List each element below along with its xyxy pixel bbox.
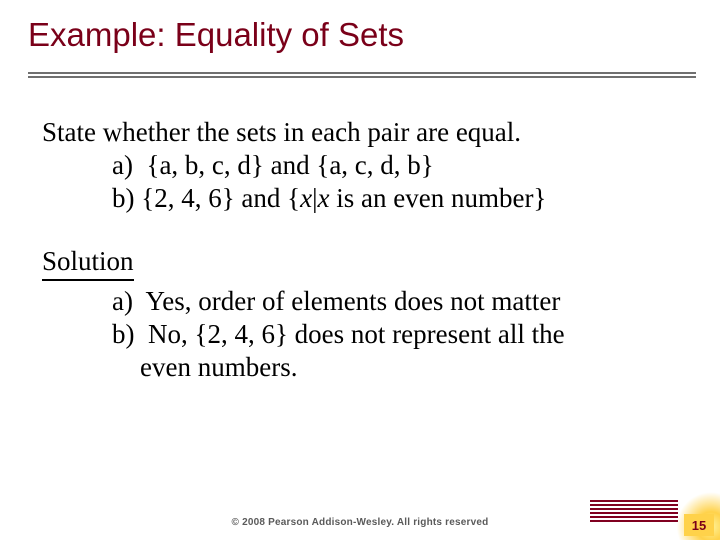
problem-item-a: a) {a, b, c, d} and {a, c, d, b} [42,149,682,182]
item-text: {a, b, c, d} and {a, c, d, b} [146,150,433,180]
answer-label: b) [112,319,135,349]
corner-decoration [590,500,678,534]
answer-b-cont: even numbers. [42,351,682,384]
answer-b: b) No, {2, 4, 6} does not represent all … [42,318,682,351]
item-var2: x [318,183,330,213]
slide-body: State whether the sets in each pair are … [28,116,692,384]
page-number: 15 [692,518,706,533]
answer-text-line2: even numbers. [140,352,297,382]
item-label: b) [112,183,135,213]
solution-block: Solution [42,245,682,285]
page-number-badge: 15 [684,514,714,536]
slide: Example: Equality of Sets State whether … [0,0,720,540]
item-label: a) [112,150,133,180]
copyright-text: © 2008 Pearson Addison-Wesley. All right… [232,517,489,528]
item-text-pre: {2, 4, 6} and { [141,183,300,213]
spacer [42,215,682,245]
problem-prompt: State whether the sets in each pair are … [42,116,682,149]
title-underline [28,72,696,78]
answer-label: a) [112,286,133,316]
slide-title: Example: Equality of Sets [28,16,692,54]
item-var1: x [300,183,312,213]
solution-heading: Solution [42,245,134,281]
item-text-post: is an even number} [330,183,547,213]
answer-a: a) Yes, order of elements does not matte… [42,285,682,318]
problem-item-b: b) {2, 4, 6} and {x|x is an even number} [42,182,682,215]
answer-text: Yes, order of elements does not matter [145,286,560,316]
answer-text-line1: No, {2, 4, 6} does not represent all the [148,319,565,349]
